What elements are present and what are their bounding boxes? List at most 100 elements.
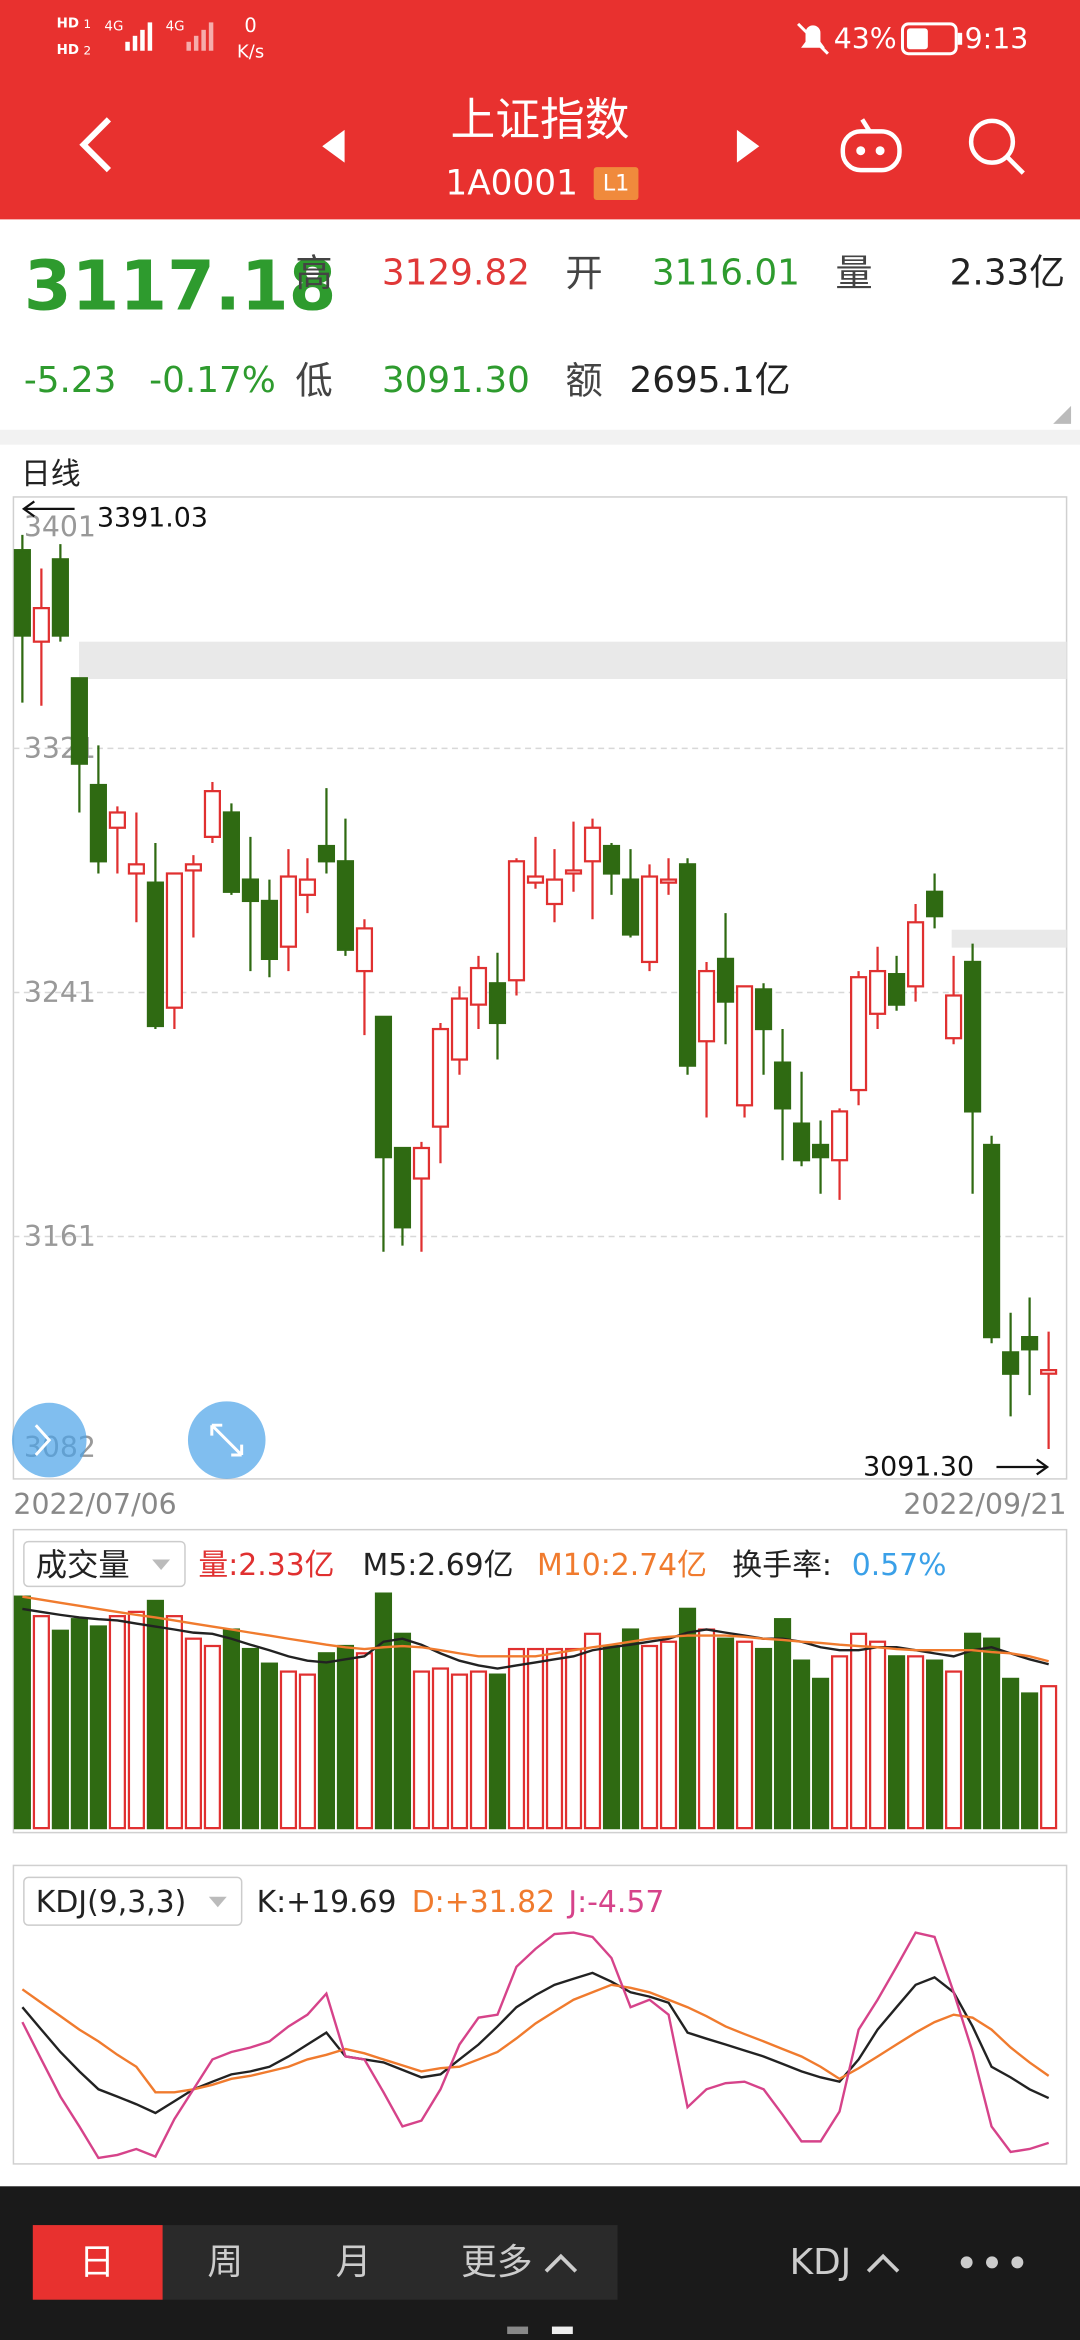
prev-button[interactable] (322, 129, 345, 163)
tab-selected-bg (32, 2225, 163, 2300)
period-tab[interactable]: 更多 (461, 2242, 533, 2283)
volume-legend: 量:2.33亿 (198, 1548, 334, 1583)
period-label: 日线 (21, 457, 81, 492)
volume-bar (488, 1673, 507, 1830)
candle-body (526, 875, 545, 884)
divider (0, 429, 1080, 445)
volume-bar (184, 1637, 202, 1830)
volume-bar (621, 1628, 640, 1830)
volume-legend: 换手率: (732, 1548, 832, 1583)
volume-bar (792, 1659, 811, 1830)
candle-body (964, 960, 982, 1113)
volume-indicator-name: 成交量 (36, 1547, 130, 1583)
volume-bar (89, 1625, 107, 1830)
high-marker-label: 3391.03 (97, 502, 208, 533)
volume-bar (241, 1647, 260, 1830)
stock-code: 1A0001 (445, 164, 578, 204)
candle-body (697, 969, 716, 1043)
candle-body (279, 875, 298, 948)
volume-bar (13, 1595, 31, 1830)
quote-value: 3129.82 (382, 253, 530, 294)
volume-dropdown[interactable] (23, 1540, 186, 1588)
volume-bar (868, 1640, 887, 1830)
candle-body (507, 860, 526, 982)
volume-bar (412, 1670, 431, 1830)
kdj-dropdown[interactable] (23, 1876, 243, 1926)
volume-bar (431, 1667, 450, 1830)
candle-body (374, 1015, 393, 1159)
candle-body (222, 811, 241, 893)
expand-corner[interactable] (1053, 405, 1072, 424)
back-button[interactable] (79, 117, 112, 173)
more-menu[interactable] (960, 2256, 1024, 2269)
volume-bar (640, 1644, 659, 1830)
candle-body (792, 1122, 811, 1162)
candle-body (127, 863, 145, 875)
candle-body (545, 878, 564, 906)
indicator-tab[interactable]: KDJ (790, 2242, 852, 2283)
volume-bar (888, 1655, 906, 1830)
price-change-pct: -0.17% (149, 360, 276, 401)
volume-bar (70, 1618, 88, 1830)
indicator-caret (866, 2253, 900, 2273)
candle-body (317, 844, 336, 863)
net-speed: 0 (244, 14, 256, 37)
quote-label: 高 (295, 251, 332, 295)
candle-body (602, 844, 621, 875)
search-button[interactable] (968, 118, 1025, 175)
sim-hd: HD (57, 16, 79, 31)
sim-number: 2 (84, 44, 92, 58)
candle-body (1021, 1335, 1039, 1351)
volume-bar (811, 1677, 830, 1830)
candle-body (450, 997, 469, 1061)
volume-bar (222, 1628, 241, 1830)
volume-bar (678, 1607, 697, 1830)
volume-bar (907, 1655, 925, 1830)
candle-body (1002, 1351, 1020, 1375)
candle-body (945, 994, 963, 1040)
candle-body (70, 677, 88, 765)
candle-body (32, 607, 50, 643)
volume-bar (602, 1644, 621, 1830)
period-tab[interactable]: 月 (336, 2242, 372, 2283)
volume-bar (317, 1652, 336, 1830)
fullscreen-button[interactable] (187, 1401, 266, 1479)
home-indicator (507, 2326, 529, 2335)
candle-body (621, 878, 640, 936)
candle-body (830, 1110, 849, 1162)
quote-value: 3091.30 (382, 360, 530, 401)
quote-value: 2.33亿 (950, 253, 1065, 294)
period-tab[interactable]: 周 (207, 2242, 243, 2283)
volume-bar (735, 1640, 754, 1830)
candle-body (260, 899, 279, 961)
volume-bar (507, 1647, 526, 1830)
volume-bar (545, 1647, 564, 1830)
volume-bar (165, 1615, 183, 1830)
candle-body (773, 1061, 792, 1110)
quote-value: 2695.1亿 (630, 360, 791, 401)
gap-band (79, 641, 1067, 680)
period-tab[interactable]: 日 (79, 2242, 115, 2283)
candle-body (868, 969, 887, 1015)
quote-label: 开 (565, 251, 602, 295)
volume-bar (355, 1652, 374, 1830)
high-marker: 3391.03 (21, 500, 208, 533)
candle-body (907, 921, 925, 988)
quote-value: 3116.01 (652, 253, 800, 294)
low-marker-label: 3091.30 (863, 1451, 974, 1482)
volume-bar (374, 1592, 393, 1830)
candle-body (241, 878, 260, 903)
low-marker: 3091.30 (863, 1451, 1050, 1482)
volume-bar (298, 1673, 317, 1830)
candle-body (412, 1146, 431, 1180)
robot-button[interactable] (840, 118, 902, 173)
last-price: 3117.18 (24, 247, 337, 327)
float-button[interactable] (11, 1402, 87, 1478)
volume-legend: M10:2.74亿 (537, 1548, 707, 1583)
dropdown-caret (152, 1559, 171, 1570)
volume-bar (697, 1628, 716, 1830)
home-indicator (551, 2326, 573, 2335)
net-speed-unit: K/s (237, 42, 264, 63)
next-button[interactable] (736, 129, 760, 163)
candle-body (849, 976, 868, 1092)
